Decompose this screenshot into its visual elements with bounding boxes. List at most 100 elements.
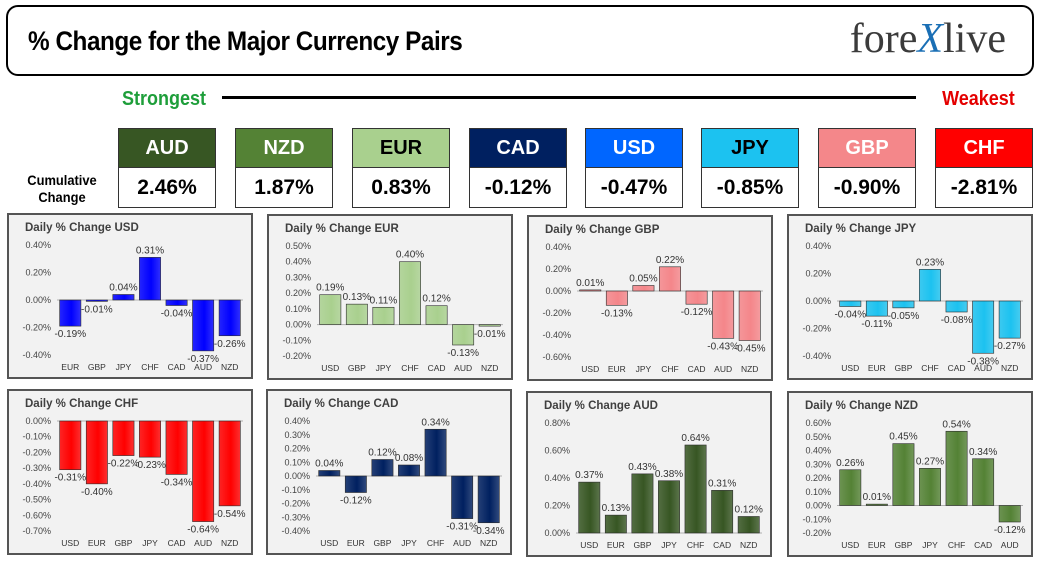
y-tick-label: 0.00%: [545, 286, 571, 296]
chart-panel-aud: Daily % Change AUD 0.80% 0.60% 0.40% 0.20% 0.…: [526, 391, 772, 557]
x-tick-label: USD: [580, 540, 598, 550]
bar: [399, 261, 421, 325]
chart-plot: 0.40% 0.20% 0.00% -0.20% -0.40% -0.04% USD -0.1…: [802, 241, 1025, 373]
chart-title: Daily % Change GBP: [545, 224, 660, 236]
data-label: -0.01%: [81, 304, 113, 315]
x-tick-label: CHF: [401, 363, 418, 373]
x-tick-label: EUR: [61, 362, 79, 372]
x-tick-label: AUD: [454, 363, 472, 373]
data-label: 0.05%: [629, 274, 657, 285]
y-tick-label: -0.40%: [802, 351, 831, 361]
chart-plot: 0.50% 0.40% 0.30% 0.20% 0.10% 0.00% -0.10% -0.2…: [282, 241, 505, 373]
data-label: -0.04%: [834, 310, 866, 321]
x-tick-label: USD: [841, 363, 859, 373]
chart-plot: 0.00% -0.10% -0.20% -0.30% -0.40% -0.50% -0.60…: [22, 416, 245, 548]
currency-code: EUR: [353, 129, 449, 168]
data-label: 0.11%: [370, 295, 398, 306]
bar: [372, 306, 395, 325]
bar: [578, 481, 601, 534]
bar: [59, 420, 82, 471]
bar: [684, 444, 707, 534]
x-tick-label: CHF: [141, 362, 158, 372]
logo-x-icon: X: [917, 16, 944, 62]
data-label: 0.34%: [969, 447, 997, 458]
x-tick-label: GBP: [633, 540, 651, 550]
x-tick-label: GBP: [114, 538, 132, 548]
x-tick-label: AUD: [194, 362, 212, 372]
currency-box-gbp: GBP -0.90%: [818, 128, 916, 208]
y-tick-label: 0.20%: [285, 288, 311, 298]
data-label: 0.26%: [836, 458, 864, 469]
bar: [218, 420, 241, 507]
x-tick-label: USD: [321, 363, 339, 373]
data-label: -0.13%: [601, 308, 633, 319]
y-tick-label: 0.60%: [544, 446, 570, 456]
currency-code: CAD: [470, 129, 566, 168]
chart-panel-chf: Daily % Change CHF 0.00% -0.10% -0.20% -0.30…: [7, 389, 253, 555]
y-tick-label: 0.40%: [285, 257, 311, 267]
x-tick-label: EUR: [607, 540, 625, 550]
chart-plot: 0.40% 0.20% 0.00% -0.20% -0.40% -0.60% 0.01% US…: [542, 242, 765, 374]
y-tick-label: 0.60%: [805, 418, 831, 428]
y-tick-label: -0.40%: [281, 526, 310, 536]
x-tick-label: EUR: [88, 538, 106, 548]
y-tick-label: -0.20%: [22, 323, 51, 333]
x-tick-label: GBP: [88, 362, 106, 372]
bar: [998, 505, 1021, 523]
bar: [865, 300, 888, 317]
y-tick-label: 0.10%: [284, 457, 310, 467]
bar: [892, 300, 915, 309]
bar: [165, 299, 188, 306]
data-label: 0.04%: [315, 459, 343, 470]
forexlive-logo[interactable]: foreXlive: [850, 15, 1006, 63]
logo-text-fore: fore: [849, 16, 918, 62]
y-tick-label: -0.20%: [802, 324, 831, 334]
chart-title: Daily % Change CHF: [25, 398, 139, 410]
bar: [371, 459, 394, 477]
data-label: 0.04%: [109, 283, 137, 294]
x-tick-label: NZD: [740, 540, 757, 550]
y-tick-label: 0.00%: [805, 501, 831, 511]
data-label: 0.64%: [681, 433, 709, 444]
data-label: 0.54%: [942, 419, 970, 430]
data-label: -0.38%: [967, 356, 999, 367]
strongest-label: Strongest: [122, 88, 207, 110]
x-tick-label: USD: [61, 538, 79, 548]
x-tick-label: CHF: [948, 540, 965, 550]
chart-panel-nzd: Daily % Change NZD 0.60% 0.50% 0.40% 0.30% 0.…: [787, 391, 1033, 557]
bar: [865, 503, 888, 506]
y-tick-label: -0.40%: [542, 330, 571, 340]
data-label: 0.08%: [395, 453, 423, 464]
currency-code: CHF: [936, 129, 1032, 168]
bar: [737, 516, 760, 534]
bar: [425, 305, 448, 325]
currency-box-aud: AUD 2.46%: [118, 128, 216, 208]
x-tick-label: EUR: [868, 540, 886, 550]
bar: [451, 475, 474, 519]
x-tick-label: JPY: [142, 538, 158, 548]
chart-plot: 0.60% 0.50% 0.40% 0.30% 0.20% 0.10% 0.00% -0.10…: [802, 418, 1025, 550]
x-tick-label: NZD: [480, 538, 497, 548]
y-tick-label: 0.00%: [284, 471, 310, 481]
y-tick-label: 0.00%: [25, 416, 51, 426]
data-label: -0.34%: [161, 477, 193, 488]
y-tick-label: -0.50%: [22, 495, 51, 505]
bar: [604, 514, 627, 534]
bar: [685, 290, 708, 305]
data-label: 0.12%: [422, 294, 450, 305]
data-label: -0.08%: [941, 315, 973, 326]
bar: [139, 257, 161, 301]
chart-title: Daily % Change NZD: [805, 400, 919, 412]
data-label: -0.26%: [214, 339, 246, 350]
y-tick-label: 0.20%: [805, 473, 831, 483]
currency-code: NZD: [236, 129, 332, 168]
bar: [139, 420, 161, 458]
logo-text-live: live: [943, 16, 1006, 62]
data-label: 0.01%: [576, 278, 604, 289]
currency-box-jpy: JPY -0.85%: [701, 128, 799, 208]
data-label: 0.34%: [421, 417, 449, 428]
chart-title: Daily % Change CAD: [284, 398, 399, 410]
x-tick-label: EUR: [868, 363, 886, 373]
page-title: % Change for the Major Currency Pairs: [28, 26, 463, 56]
data-label: -0.31%: [54, 473, 86, 484]
